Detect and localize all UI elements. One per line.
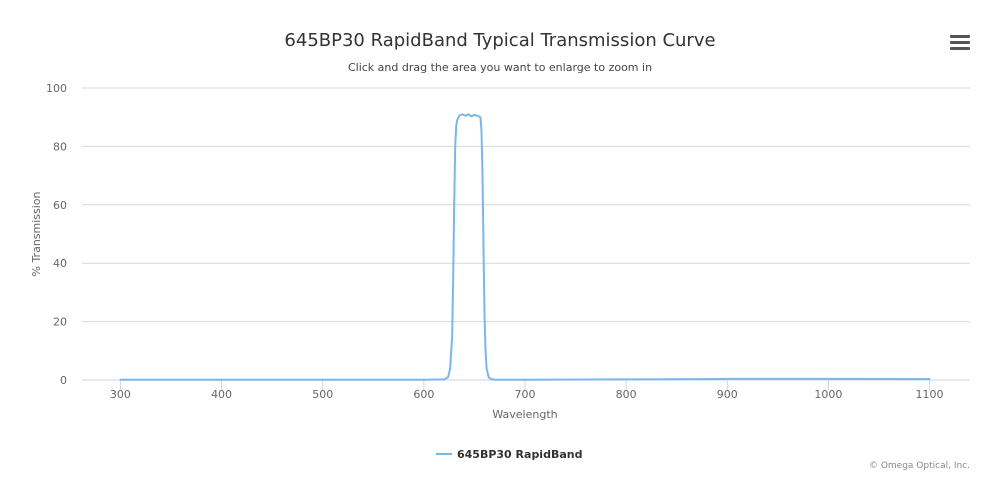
chart-subtitle: Click and drag the area you want to enla… <box>347 61 653 74</box>
x-tick-label: 600 <box>413 388 434 401</box>
credits[interactable]: © Omega Optical, Inc. <box>868 461 970 471</box>
x-tick-label: 700 <box>514 388 535 401</box>
y-axis-title: % Transmission <box>30 191 43 276</box>
y-tick-label: 60 <box>53 199 67 212</box>
x-tick-label: 800 <box>616 388 637 401</box>
axes: 0 20 40 60 80 100 300 400 500 600 700 800 900 1000 110… <box>46 82 970 401</box>
grid-lines <box>82 87 970 323</box>
y-tick-label: 100 <box>46 82 67 95</box>
y-tick-label: 0 <box>60 374 67 387</box>
x-tick-label: 1100 <box>916 388 944 401</box>
x-tick-label: 400 <box>211 388 232 401</box>
x-tick-label: 300 <box>110 388 131 401</box>
hamburger-menu-icon[interactable] <box>950 35 970 51</box>
menu-bar <box>950 41 970 44</box>
series-layer <box>119 113 931 381</box>
menu-bar <box>950 35 970 38</box>
series-line <box>119 113 931 381</box>
y-tick-label: 20 <box>53 316 67 329</box>
y-tick-label: 80 <box>53 140 67 153</box>
y-tick-label: 40 <box>53 257 67 270</box>
legend-label: 645BP30 RapidBand <box>457 447 583 461</box>
x-tick-label: 900 <box>717 388 738 401</box>
x-tick-label: 500 <box>312 388 333 401</box>
x-tick-label: 1000 <box>814 388 842 401</box>
legend-line-symbol <box>436 453 452 455</box>
x-axis-title: Wavelength <box>492 408 557 421</box>
legend-item[interactable]: 645BP30 RapidBand <box>436 446 582 462</box>
chart-title: 645BP30 RapidBand Typical Transmission C… <box>284 30 716 51</box>
menu-bar <box>950 47 970 50</box>
